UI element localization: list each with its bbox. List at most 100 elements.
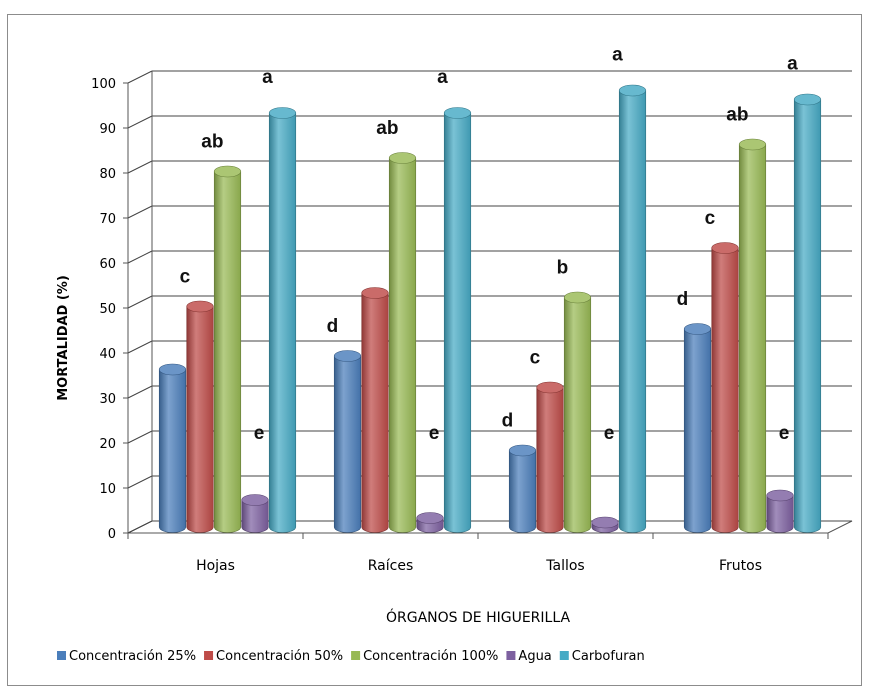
y-axis-title: MORTALIDAD (%) — [56, 275, 71, 401]
bar-body — [536, 387, 564, 533]
bar — [241, 494, 269, 533]
bar — [508, 444, 537, 533]
bar-body — [508, 450, 537, 533]
significance-label: c — [705, 208, 716, 229]
gridline-side — [127, 520, 153, 534]
legend-item: Concentración 100% — [351, 649, 498, 664]
y-tick-label: 10 — [99, 482, 116, 497]
bar — [416, 512, 444, 533]
legend-swatch — [204, 651, 214, 660]
bar-body — [711, 247, 739, 533]
x-category-label: Hojas — [196, 558, 235, 574]
significance-label: c — [180, 267, 191, 288]
bars — [158, 84, 822, 533]
bar — [683, 323, 712, 533]
bar — [738, 138, 767, 533]
bar-top — [563, 291, 592, 304]
legend-label: Carbofuran — [572, 649, 645, 664]
significance-label: ab — [726, 105, 748, 126]
bar — [268, 107, 297, 533]
significance-label: a — [787, 54, 798, 75]
bar-body — [333, 355, 362, 533]
x-category-label: Frutos — [719, 558, 762, 574]
significance-label: ab — [201, 132, 223, 153]
legend-swatch — [559, 651, 569, 660]
bar — [443, 107, 472, 533]
bar — [361, 287, 389, 533]
significance-label: b — [557, 258, 569, 279]
bar-top — [186, 300, 214, 313]
bar-body — [268, 112, 297, 533]
bar-top — [213, 165, 242, 178]
significance-label: e — [779, 423, 790, 444]
gridline-side — [127, 70, 153, 84]
bar-top — [738, 138, 767, 151]
bar-top — [158, 363, 187, 376]
bar-body — [563, 297, 592, 533]
gridline-side — [127, 385, 153, 399]
legend-swatch — [506, 651, 516, 660]
x-category-labels: Hojas Raíces Tallos Frutos — [196, 558, 762, 574]
significance-label: e — [429, 423, 440, 444]
y-tick-label: 20 — [99, 437, 116, 452]
legend-label: Concentración 50% — [216, 649, 343, 664]
y-tick-labels: 0 10 20 30 40 50 60 70 80 90 100 — [91, 77, 116, 542]
legend-item: Agua — [506, 649, 552, 664]
bar-top — [683, 323, 712, 335]
significance-label: a — [437, 67, 448, 88]
bar — [388, 152, 417, 533]
bar-top — [766, 489, 794, 502]
bar-top — [793, 93, 822, 106]
legend-item: Carbofuran — [559, 649, 645, 664]
significance-label: e — [604, 423, 615, 444]
significance-label: d — [677, 289, 689, 310]
gridline-side — [127, 475, 153, 489]
bar — [333, 350, 362, 533]
y-tick-label: 30 — [99, 392, 116, 407]
bar-top — [268, 107, 297, 119]
bar-body — [241, 499, 269, 533]
bar-body — [793, 99, 822, 533]
legend-item: Concentración 50% — [204, 649, 343, 664]
bar-top — [333, 350, 362, 362]
bar-body — [443, 112, 472, 533]
y-tick-label: 40 — [99, 347, 116, 362]
legend-swatch — [57, 651, 66, 660]
bar — [591, 516, 619, 533]
legend: Concentración 25% Concentración 50% Concen… — [57, 649, 645, 664]
y-tick-label: 90 — [99, 122, 116, 137]
bar — [618, 84, 647, 533]
bar — [213, 165, 242, 533]
bar — [158, 363, 187, 533]
bar — [766, 489, 794, 533]
bar-body — [361, 292, 389, 533]
y-tick-label: 100 — [91, 77, 116, 92]
gridline-side — [127, 160, 153, 174]
gridline-side — [127, 295, 153, 309]
bar-top — [416, 512, 444, 524]
bar-body — [388, 157, 417, 533]
gridline-side — [127, 250, 153, 264]
bar-top — [388, 152, 417, 164]
significance-label: ab — [376, 118, 398, 139]
gridline-side — [127, 430, 153, 444]
bar-top — [711, 242, 739, 254]
bar — [793, 93, 822, 533]
bar-body — [683, 328, 712, 533]
bar-top — [591, 516, 619, 529]
legend-swatch — [351, 651, 361, 660]
significance-label: a — [262, 67, 273, 88]
bar-body — [213, 171, 242, 533]
bar — [711, 242, 739, 533]
legend-label: Concentración 25% — [69, 649, 196, 664]
y-tick-label: 80 — [99, 167, 116, 182]
y-tick-label: 0 — [108, 527, 116, 542]
significance-label: d — [502, 411, 514, 432]
y-tick-label: 60 — [99, 257, 116, 272]
significance-label: c — [530, 348, 541, 369]
bar-top — [618, 84, 647, 97]
bar-body — [738, 144, 767, 533]
x-axis-title: ÓRGANOS DE HIGUERILLA — [386, 608, 570, 626]
gridline-side — [127, 115, 153, 129]
